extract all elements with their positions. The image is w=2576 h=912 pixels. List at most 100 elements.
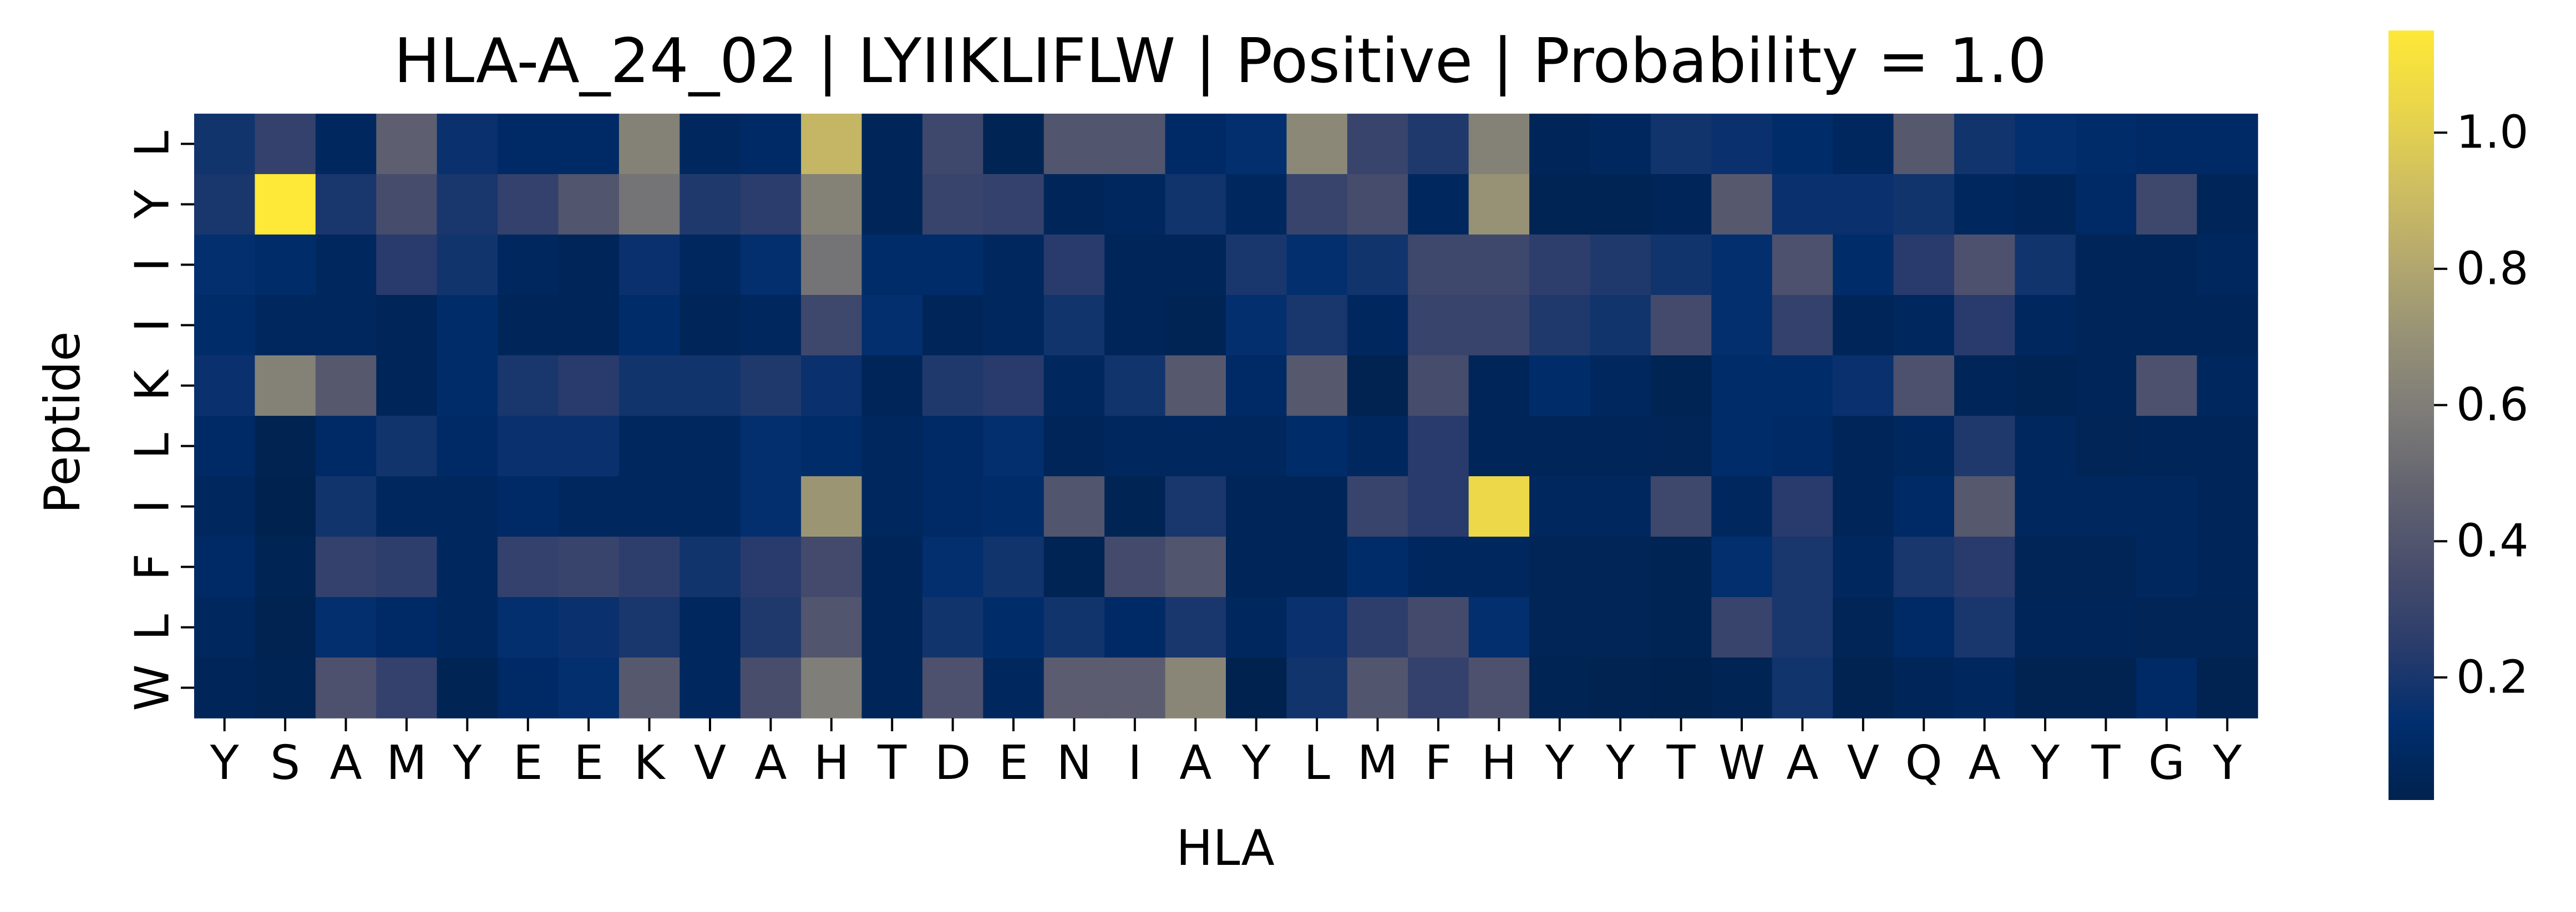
heatmap-cell <box>2197 295 2258 356</box>
heatmap-cell <box>1711 658 1773 719</box>
heatmap-cell <box>2136 174 2198 235</box>
heatmap-cell <box>983 174 1044 235</box>
heatmap-cell <box>1772 295 1833 356</box>
heatmap-cell <box>680 537 741 598</box>
heatmap-cell <box>922 537 984 598</box>
heatmap-cell <box>1711 476 1773 537</box>
y-tick-label: W <box>125 664 180 711</box>
heatmap-cell <box>922 416 984 477</box>
heatmap-cell <box>1104 174 1166 235</box>
heatmap-cell <box>1833 174 1894 235</box>
heatmap-cell <box>680 597 741 658</box>
heatmap-cell <box>1043 597 1105 658</box>
heatmap-cell <box>376 235 438 295</box>
heatmap-cell <box>861 476 923 537</box>
heatmap-cell <box>1165 476 1226 537</box>
x-tick-label: H <box>1481 736 1517 791</box>
heatmap-cell <box>315 235 377 295</box>
heatmap-cell <box>680 174 741 235</box>
heatmap-cell <box>983 355 1044 416</box>
x-tick-label: Y <box>2212 736 2242 791</box>
heatmap-cell <box>1833 537 1894 598</box>
heatmap-cell <box>1772 597 1833 658</box>
heatmap-cell <box>437 597 498 658</box>
heatmap-cell <box>1286 114 1348 175</box>
heatmap-cell <box>1650 174 1712 235</box>
heatmap-cell <box>558 658 620 719</box>
heatmap-cell <box>861 416 923 477</box>
heatmap-cell <box>983 658 1044 719</box>
x-tick-label: Y <box>1545 736 1575 791</box>
heatmap-cell <box>194 597 256 658</box>
heatmap-cell <box>1043 174 1105 235</box>
heatmap-cell <box>922 597 984 658</box>
heatmap-cell <box>1408 174 1469 235</box>
heatmap-cell <box>1226 537 1287 598</box>
heatmap-cell <box>1286 537 1348 598</box>
heatmap-cell <box>1347 476 1409 537</box>
heatmap-cell <box>498 658 559 719</box>
heatmap-cell <box>2197 235 2258 295</box>
x-tick-label: V <box>1847 736 1879 791</box>
x-tick-label: S <box>270 736 300 791</box>
x-tick-label: F <box>1424 736 1452 791</box>
heatmap-cell <box>680 416 741 477</box>
x-tick-label: E <box>998 736 1028 791</box>
heatmap-cell <box>801 658 863 719</box>
heatmap-cell <box>618 537 681 598</box>
heatmap-cell <box>2136 114 2198 175</box>
y-tick-label: L <box>125 433 180 459</box>
heatmap-cell <box>1104 295 1166 356</box>
heatmap-cell <box>558 597 620 658</box>
heatmap-cell <box>983 537 1044 598</box>
heatmap-cell <box>1043 476 1105 537</box>
heatmap-cell <box>618 235 681 295</box>
heatmap-cell <box>1772 114 1833 175</box>
heatmap-cell <box>680 114 741 175</box>
heatmap-cell <box>1165 658 1226 719</box>
heatmap-cell <box>1165 295 1226 356</box>
x-tick-label: H <box>814 736 849 791</box>
heatmap-cell <box>2015 476 2076 537</box>
heatmap-cell <box>1893 174 1955 235</box>
heatmap-cell <box>437 416 498 477</box>
heatmap-cell <box>1104 476 1166 537</box>
heatmap-cell <box>983 295 1044 356</box>
heatmap-cell <box>983 114 1044 175</box>
heatmap-cell <box>1954 537 2016 598</box>
heatmap-cell <box>1954 295 2016 356</box>
heatmap-cell <box>558 235 620 295</box>
heatmap-cell <box>376 416 438 477</box>
heatmap-cell <box>255 476 316 537</box>
heatmap-cell <box>1226 174 1287 235</box>
heatmap-cell <box>1529 355 1591 416</box>
heatmap-cell <box>2075 537 2137 598</box>
heatmap-cell <box>1711 416 1773 477</box>
heatmap-cell <box>983 476 1044 537</box>
heatmap-cell <box>255 174 316 235</box>
heatmap-cell <box>194 174 256 235</box>
heatmap-cell <box>315 658 377 719</box>
heatmap-cell <box>1226 295 1287 356</box>
heatmap-cell <box>1286 174 1348 235</box>
heatmap-cell <box>2075 174 2137 235</box>
heatmap-cell <box>1468 174 1530 235</box>
heatmap-cell <box>2136 235 2198 295</box>
heatmap-cell <box>1104 235 1166 295</box>
heatmap-cell <box>1954 658 2016 719</box>
heatmap-cell <box>1468 537 1530 598</box>
heatmap-cell <box>740 658 802 719</box>
y-tick-label: I <box>125 318 180 332</box>
heatmap-cell <box>1529 597 1591 658</box>
heatmap-cell <box>1468 114 1530 175</box>
heatmap-cell <box>194 114 256 175</box>
heatmap-cell <box>1711 597 1773 658</box>
x-tick-label: I <box>1128 736 1142 791</box>
heatmap-cell <box>2015 355 2076 416</box>
heatmap-cell <box>1833 355 1894 416</box>
heatmap-cell <box>2075 476 2137 537</box>
heatmap-cell <box>2075 114 2137 175</box>
x-tick-label: N <box>1057 736 1092 791</box>
x-tick-label: E <box>574 736 604 791</box>
